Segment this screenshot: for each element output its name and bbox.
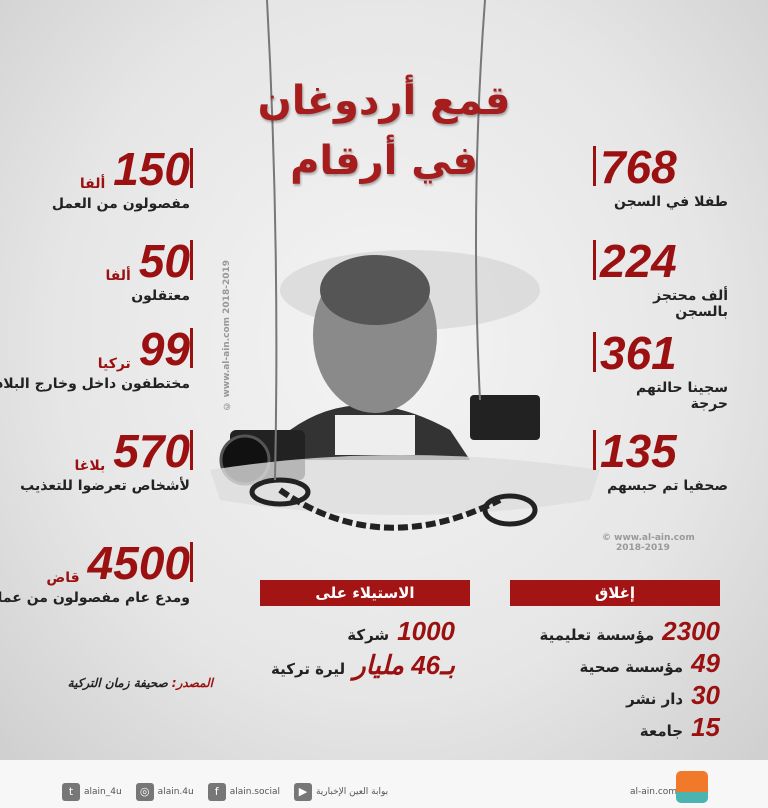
logo <box>676 771 708 803</box>
twitter-link[interactable]: t alain_4u <box>62 783 122 801</box>
divider <box>593 430 596 470</box>
divider <box>190 542 193 582</box>
youtube-icon: ▶ <box>293 783 312 801</box>
divider <box>190 240 193 280</box>
stat-dismissed: ألفا 150 مفصولون من العمل <box>51 143 190 212</box>
twitter-icon: t <box>62 783 80 801</box>
site-link[interactable]: al-ain.com <box>630 787 678 797</box>
instagram-icon: ◎ <box>135 783 154 801</box>
stat-detained: ألفا 50 معتقلون <box>105 235 190 304</box>
divider <box>593 146 596 186</box>
title-line-2: في أرقام <box>290 138 478 184</box>
source: المصدر: صحيفة زمان التركية <box>67 676 213 690</box>
divider <box>593 332 596 372</box>
instagram-link[interactable]: ◎ alain.4u <box>135 783 194 801</box>
stat-journalists: 135 صحفيا تم حبسهم <box>600 425 728 494</box>
stat-critical: 361 سجينا حالتهم حرجة <box>600 327 728 412</box>
barbed-wire <box>266 0 486 480</box>
closure-item: 2300 مؤسسة تعليمية <box>539 616 721 646</box>
central-illustration <box>210 250 600 531</box>
watermark: © www.al-ain.com 2018-2019 <box>602 533 695 553</box>
title-line-1: قمع أردوغان <box>257 78 511 124</box>
divider <box>190 430 193 470</box>
seizure-item: 1000 شركة <box>347 616 455 646</box>
closure-item: 15 جامعة <box>639 712 720 742</box>
closure-item: 49 مؤسسة صحية <box>579 648 720 678</box>
stat-children: 768 طفلا في السجن <box>600 141 728 210</box>
divider <box>190 328 193 368</box>
watermark: © www.al-ain.com 2018-2019 <box>222 260 232 411</box>
divider <box>190 148 193 188</box>
seizure-header: الاستيلاء على <box>260 580 470 606</box>
stat-torture: بلاغا 570 لأشخاص تعرضوا للتعذيب <box>20 425 190 494</box>
social-links: t alain_4u ◎ alain.4u f alain.social ▶ بوابة… <box>62 783 388 801</box>
closure-header: إغلاق <box>510 580 720 606</box>
seizure-item: بـ46 مليار ليرة تركية <box>271 650 455 680</box>
stat-kidnapped: تركيا 99 مختطفون داخل وخارج البلاد <box>0 323 190 392</box>
closure-item: 30 دار نشر <box>626 680 720 710</box>
youtube-link[interactable]: ▶ بوابة العين الإخبارية <box>293 783 388 801</box>
stat-prisoners: 224 ألف محتجز بالسجن <box>600 235 728 320</box>
facebook-link[interactable]: f alain.social <box>207 783 280 801</box>
facebook-icon: f <box>207 783 226 801</box>
footer <box>0 760 768 808</box>
divider <box>593 240 596 280</box>
